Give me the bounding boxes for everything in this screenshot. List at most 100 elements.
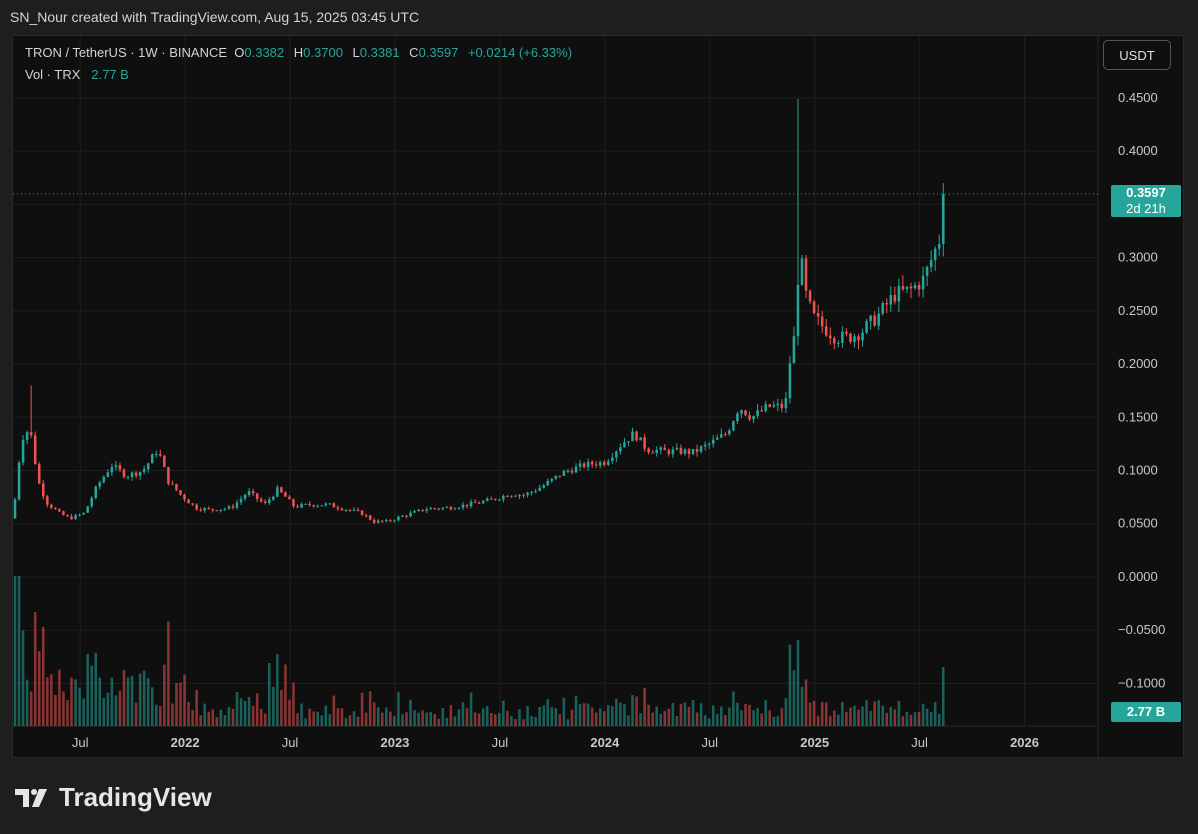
volume-bar <box>42 626 45 726</box>
volume-bar <box>941 667 945 726</box>
candle-body <box>901 286 905 290</box>
candle-body <box>336 507 340 509</box>
volume-bar <box>114 695 118 726</box>
volume-bar <box>485 706 489 726</box>
candlestick-chart[interactable]: 0.45000.40000.35000.30000.25000.20000.15… <box>13 36 1185 759</box>
candle-body <box>590 461 594 465</box>
volume-bar <box>150 687 154 726</box>
volume-bar <box>58 669 61 726</box>
volume-bar <box>800 686 804 726</box>
volume-bar <box>663 710 667 726</box>
volume-bar <box>498 712 501 726</box>
volume-bar <box>13 576 17 726</box>
candle-body <box>320 505 324 507</box>
volume-bar <box>764 700 767 726</box>
candle-body <box>114 465 118 467</box>
volume-bar <box>929 711 933 726</box>
volume-bar <box>54 694 57 726</box>
volume-bar <box>211 709 215 726</box>
volume-bar <box>251 705 255 726</box>
volume-bar <box>570 709 574 726</box>
volume-bar <box>352 711 356 726</box>
y-tick-label: 0.0500 <box>1118 516 1158 531</box>
volume-bar <box>219 709 223 726</box>
volume-bar <box>17 576 21 726</box>
candle-body <box>292 499 295 507</box>
volume-bar <box>98 677 102 726</box>
volume-bar <box>413 710 416 726</box>
candle-body <box>675 447 679 450</box>
candle-body <box>191 503 194 505</box>
candle-body <box>86 506 89 513</box>
symbol-label[interactable]: TRON / TetherUS · 1W · BINANCE <box>25 45 228 60</box>
volume-bar <box>280 690 283 726</box>
volume-bar <box>489 713 493 726</box>
volume-bar <box>554 708 558 726</box>
volume-bar <box>804 679 808 726</box>
open-value: 0.3382 <box>244 45 285 60</box>
candle-body <box>744 410 747 416</box>
candle-body <box>441 507 445 510</box>
volume-bar <box>849 707 852 726</box>
candle-body <box>239 498 243 503</box>
candle-body <box>284 492 287 497</box>
volume-bar <box>175 683 178 726</box>
candle-body <box>352 509 356 511</box>
volume-bar <box>421 710 424 726</box>
volume-bar <box>94 652 98 726</box>
candle-body <box>385 520 388 522</box>
candle-body <box>699 446 703 452</box>
volume-bar <box>215 717 219 726</box>
volume-bar <box>187 701 190 726</box>
candle-body <box>146 463 150 470</box>
x-tick-label: 2025 <box>800 735 829 750</box>
y-tick-label: 0.3000 <box>1118 250 1158 265</box>
candle-body <box>251 491 255 494</box>
candle-body <box>498 499 501 501</box>
volume-bar <box>235 692 239 726</box>
candle-body <box>566 470 570 472</box>
volume-label[interactable]: Vol · TRX <box>25 67 81 82</box>
candle-body <box>518 495 521 497</box>
volume-bar <box>776 716 780 726</box>
volume-bar <box>340 708 344 726</box>
volume-bar <box>623 704 626 726</box>
volume-bar <box>917 711 921 726</box>
candle-body <box>667 450 671 455</box>
candle-body <box>457 507 461 509</box>
x-tick-label: Jul <box>72 735 89 750</box>
candle-body <box>360 510 364 516</box>
candle-body <box>695 449 699 452</box>
candle-body <box>679 447 683 454</box>
candle-body <box>231 506 235 508</box>
candle-body <box>925 266 929 276</box>
volume-bar <box>78 687 81 726</box>
volume-bar <box>191 710 194 726</box>
candle-body <box>897 286 901 302</box>
volume-bar <box>62 691 65 726</box>
candle-body <box>881 302 884 314</box>
candle-body <box>687 449 691 454</box>
candle-body <box>651 452 654 454</box>
volume-bar <box>510 716 513 726</box>
volume-bar <box>574 695 578 726</box>
tradingview-logo[interactable]: TradingView <box>15 782 212 813</box>
volume-bar <box>615 698 618 726</box>
candle-body <box>788 363 792 399</box>
volume-bar <box>598 708 602 726</box>
candle-body <box>611 457 614 462</box>
candle-body <box>469 501 473 507</box>
candle-body <box>833 338 836 344</box>
candle-body <box>134 472 138 476</box>
volume-bar <box>74 679 77 726</box>
candle-body <box>780 403 784 409</box>
candle-body <box>510 495 513 497</box>
candle-body <box>837 342 840 344</box>
candle-body <box>425 509 428 512</box>
candle-body <box>207 508 211 510</box>
candle-body <box>255 493 259 500</box>
currency-button[interactable]: USDT <box>1103 40 1171 70</box>
candle-body <box>183 494 186 500</box>
chart-frame[interactable]: 0.45000.40000.35000.30000.25000.20000.15… <box>12 35 1185 759</box>
candle-body <box>102 476 106 483</box>
